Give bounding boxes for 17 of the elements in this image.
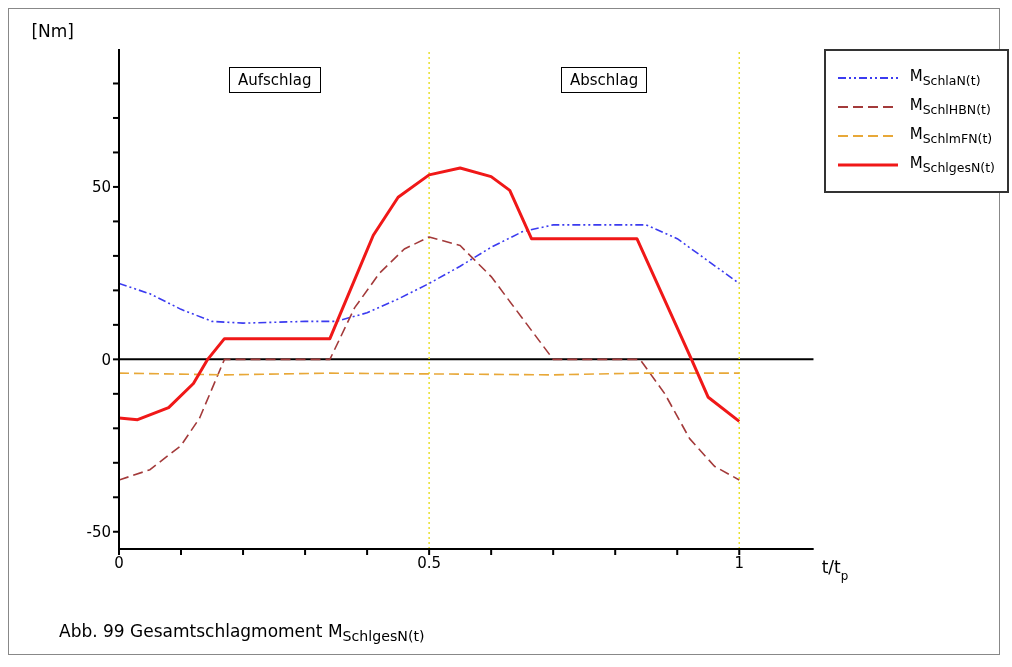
x-axis-title: t/t$_{p}$ xyxy=(821,557,849,583)
x-tick-label: 0 xyxy=(114,553,124,572)
y-tick-label: -50 xyxy=(86,523,111,542)
y-axis-title: [Nm] xyxy=(31,21,74,41)
caption: Abb. 99 Gesamtschlagmoment M$_{SchlgesN(t)}$ xyxy=(59,621,425,645)
line-series xyxy=(119,236,741,481)
legend-label: M$_{SchlgesN(t)}$ xyxy=(909,154,995,175)
y-tick-label: 0 xyxy=(101,350,111,369)
annotation: Aufschlag xyxy=(229,67,321,93)
legend-label: M$_{SchlHBN(t)}$ xyxy=(909,96,991,117)
legend-label: M$_{SchlaN(t)}$ xyxy=(909,67,981,88)
annotation: Abschlag xyxy=(561,67,648,93)
y-tick-label: 50 xyxy=(91,178,111,197)
x-tick-label: 1 xyxy=(734,553,745,572)
line-series xyxy=(119,166,741,423)
legend-label: M$_{SchlmFN(t)}$ xyxy=(909,125,993,146)
x-tick-label: 0.5 xyxy=(417,553,442,572)
